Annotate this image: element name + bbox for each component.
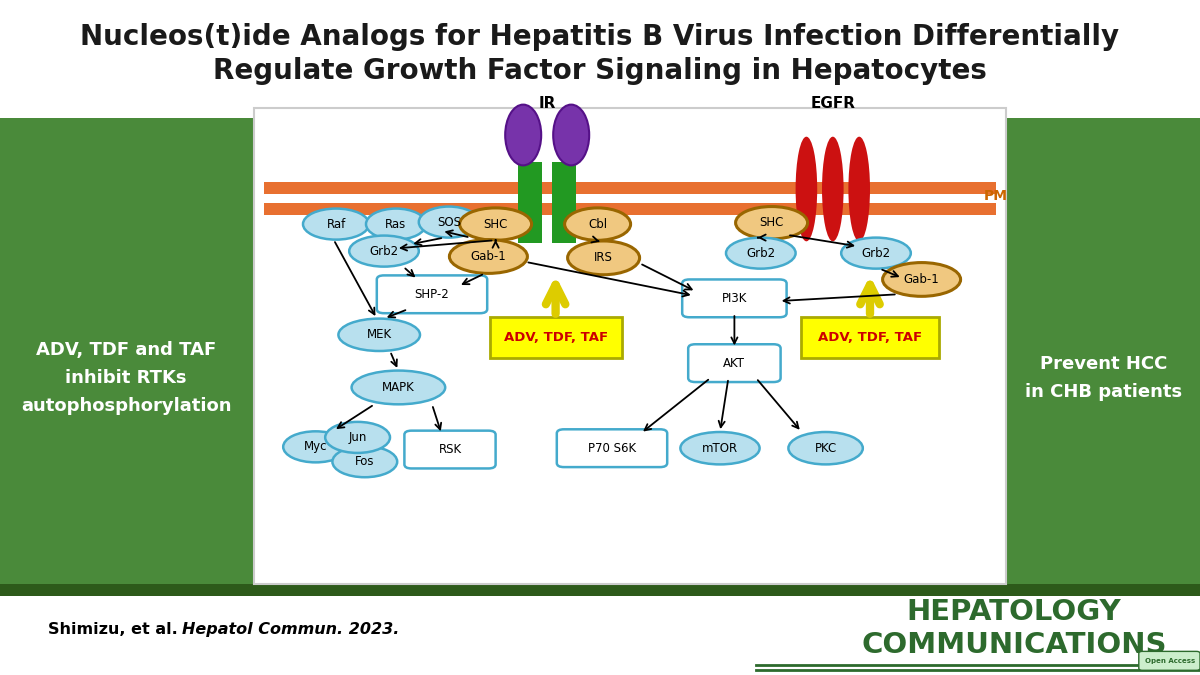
Text: Shimizu, et al.: Shimizu, et al. bbox=[48, 622, 184, 637]
Text: AKT: AKT bbox=[724, 356, 745, 370]
Bar bbox=[0, 584, 1200, 675]
Text: Gab-1: Gab-1 bbox=[904, 273, 940, 286]
Ellipse shape bbox=[841, 238, 911, 269]
Text: MEK: MEK bbox=[367, 328, 391, 342]
Text: Fos: Fos bbox=[355, 455, 374, 468]
Ellipse shape bbox=[736, 207, 808, 239]
Text: Ras: Ras bbox=[385, 217, 407, 231]
Text: Grb2: Grb2 bbox=[746, 246, 775, 260]
Ellipse shape bbox=[349, 236, 419, 267]
Text: RSK: RSK bbox=[438, 443, 462, 456]
Ellipse shape bbox=[325, 422, 390, 453]
Text: HEPATOLOGY: HEPATOLOGY bbox=[907, 598, 1121, 626]
Ellipse shape bbox=[796, 136, 817, 242]
Ellipse shape bbox=[848, 136, 870, 242]
Bar bbox=[0, 0, 1200, 118]
Text: Hepatol Commun. 2023.: Hepatol Commun. 2023. bbox=[182, 622, 400, 637]
Text: EGFR: EGFR bbox=[810, 96, 856, 111]
Ellipse shape bbox=[680, 432, 760, 464]
Ellipse shape bbox=[304, 209, 370, 240]
Text: ADV, TDF, TAF: ADV, TDF, TAF bbox=[818, 331, 922, 344]
Text: SHC: SHC bbox=[484, 217, 508, 231]
Text: COMMUNICATIONS: COMMUNICATIONS bbox=[862, 631, 1166, 659]
Text: Jun: Jun bbox=[348, 431, 367, 444]
Ellipse shape bbox=[882, 263, 961, 296]
Text: ADV, TDF and TAF
inhibit RTKs
autophosphorylation: ADV, TDF and TAF inhibit RTKs autophosph… bbox=[20, 341, 232, 415]
Text: Regulate Growth Factor Signaling in Hepatocytes: Regulate Growth Factor Signaling in Hepa… bbox=[214, 57, 986, 85]
Ellipse shape bbox=[565, 208, 631, 240]
Bar bbox=[254, 108, 1006, 584]
Ellipse shape bbox=[338, 319, 420, 351]
Text: IR: IR bbox=[539, 96, 556, 111]
Bar bbox=[264, 182, 996, 194]
Bar bbox=[264, 194, 996, 203]
Text: Open Access: Open Access bbox=[1145, 658, 1195, 664]
Ellipse shape bbox=[460, 208, 532, 240]
Text: Prevent HCC
in CHB patients: Prevent HCC in CHB patients bbox=[1026, 355, 1182, 401]
Ellipse shape bbox=[283, 431, 348, 462]
Text: Grb2: Grb2 bbox=[862, 246, 890, 260]
Text: PKC: PKC bbox=[815, 441, 836, 455]
Ellipse shape bbox=[332, 446, 397, 477]
FancyBboxPatch shape bbox=[1139, 651, 1200, 670]
Bar bbox=[0, 584, 1200, 596]
Bar bbox=[264, 203, 996, 215]
Bar bbox=[552, 162, 576, 243]
Ellipse shape bbox=[505, 105, 541, 165]
Text: Gab-1: Gab-1 bbox=[470, 250, 506, 263]
Text: ADV, TDF, TAF: ADV, TDF, TAF bbox=[504, 331, 607, 344]
Text: Myc: Myc bbox=[304, 440, 328, 454]
Ellipse shape bbox=[822, 136, 844, 242]
Bar bbox=[490, 317, 622, 358]
Ellipse shape bbox=[788, 432, 863, 464]
Text: PM: PM bbox=[984, 189, 1008, 202]
Text: SHC: SHC bbox=[760, 216, 784, 230]
Text: SOS: SOS bbox=[437, 215, 461, 229]
Text: PI3K: PI3K bbox=[721, 292, 748, 305]
Ellipse shape bbox=[352, 371, 445, 404]
Text: SHP-2: SHP-2 bbox=[415, 288, 449, 301]
Text: IRS: IRS bbox=[594, 251, 613, 265]
Text: Grb2: Grb2 bbox=[370, 244, 398, 258]
FancyBboxPatch shape bbox=[689, 344, 780, 382]
Text: mTOR: mTOR bbox=[702, 441, 738, 455]
Ellipse shape bbox=[366, 209, 426, 240]
Bar bbox=[802, 317, 940, 358]
Ellipse shape bbox=[568, 241, 640, 275]
Ellipse shape bbox=[726, 238, 796, 269]
Bar bbox=[518, 162, 542, 243]
Text: P70 S6K: P70 S6K bbox=[588, 441, 636, 455]
Text: Raf: Raf bbox=[326, 217, 346, 231]
FancyBboxPatch shape bbox=[683, 279, 787, 317]
FancyBboxPatch shape bbox=[377, 275, 487, 313]
Ellipse shape bbox=[419, 207, 479, 238]
Text: Cbl: Cbl bbox=[588, 217, 607, 231]
FancyBboxPatch shape bbox=[404, 431, 496, 468]
Text: Nucleos(t)ide Analogs for Hepatitis B Virus Infection Differentially: Nucleos(t)ide Analogs for Hepatitis B Vi… bbox=[80, 23, 1120, 51]
Ellipse shape bbox=[449, 240, 528, 273]
FancyBboxPatch shape bbox=[557, 429, 667, 467]
Ellipse shape bbox=[553, 105, 589, 165]
Text: MAPK: MAPK bbox=[382, 381, 415, 394]
